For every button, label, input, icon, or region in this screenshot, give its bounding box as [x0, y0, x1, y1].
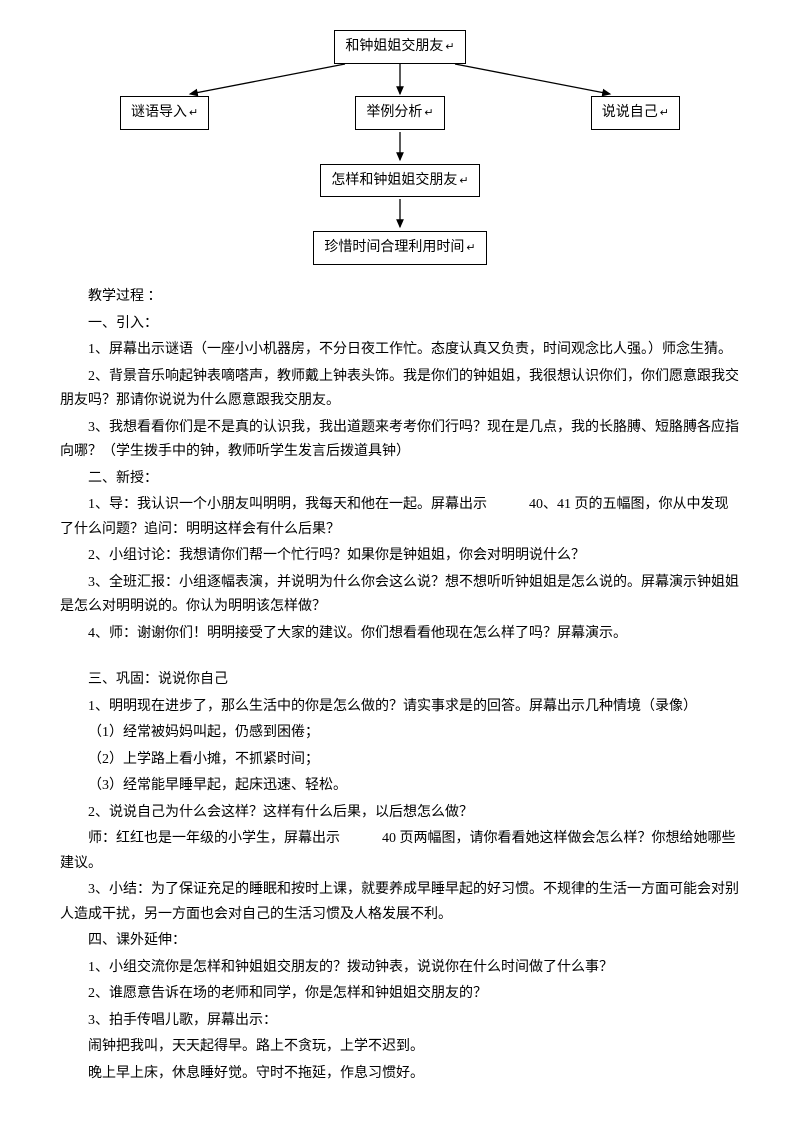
- paragraph: 二、新授：: [60, 467, 740, 492]
- return-mark: ↵: [424, 107, 433, 119]
- paragraph: 四、课外延伸：: [60, 929, 740, 954]
- paragraph: 晚上早上床，休息睡好觉。守时不拖延，作息习惯好。: [60, 1062, 740, 1087]
- return-mark: ↵: [660, 107, 669, 119]
- diagonal-arrows: [120, 64, 680, 96]
- flow-middle-box: 举例分析↵: [355, 96, 444, 130]
- flow-step4-text: 怎样和钟姐姐交朋友: [331, 173, 457, 188]
- flow-left-text: 谜语导入: [131, 105, 187, 120]
- flow-top-box: 和钟姐姐交朋友↵: [334, 30, 465, 64]
- return-mark: ↵: [445, 41, 454, 53]
- flow-right-box: 说说自己↵: [591, 96, 680, 130]
- paragraph: 1、小组交流你是怎样和钟姐姐交朋友的？拨动钟表，说说你在什么时间做了什么事？: [60, 956, 740, 981]
- flowchart: 和钟姐姐交朋友↵ 谜语导入↵ 举例分析↵ 说说自己↵ 怎样和钟姐姐: [120, 30, 680, 265]
- return-mark: ↵: [189, 107, 198, 119]
- flow-top-text: 和钟姐姐交朋友: [345, 39, 443, 54]
- return-mark: ↵: [459, 175, 468, 187]
- paragraph: 一、引入：: [60, 312, 740, 337]
- paragraph: 教学过程 ：: [60, 285, 740, 310]
- paragraph: 1、导：我认识一个小朋友叫明明，我每天和他在一起。屏幕出示 40、41 页的五幅…: [60, 493, 740, 542]
- document-body: 教学过程 ： 一、引入： 1、屏幕出示谜语（一座小小机器房，不分日夜工作忙。态度…: [60, 285, 740, 1086]
- flow-middle-text: 举例分析: [366, 105, 422, 120]
- paragraph: 闹钟把我叫，天天起得早。路上不贪玩，上学不迟到。: [60, 1035, 740, 1060]
- flow-step5-box: 珍惜时间合理利用时间↵: [313, 231, 486, 265]
- flow-step4-box: 怎样和钟姐姐交朋友↵: [320, 164, 479, 198]
- arrow-down-2: [120, 132, 680, 162]
- flow-step5-text: 珍惜时间合理利用时间: [324, 240, 464, 255]
- paragraph: 2、小组讨论：我想请你们帮一个忙行吗？如果你是钟姐姐，你会对明明说什么？: [60, 544, 740, 569]
- return-mark: ↵: [466, 242, 475, 254]
- paragraph: 1、明明现在进步了，那么生活中的你是怎么做的？请实事求是的回答。屏幕出示几种情境…: [60, 695, 740, 720]
- paragraph: （2）上学路上看小摊，不抓紧时间；: [60, 748, 740, 773]
- paragraph: （3）经常能早睡早起，起床迅速、轻松。: [60, 774, 740, 799]
- paragraph: 师：红红也是一年级的小学生，屏幕出示 40 页两幅图，请你看看她这样做会怎么样？…: [60, 827, 740, 876]
- arrow-down-3: [120, 199, 680, 229]
- paragraph: 3、我想看看你们是不是真的认识我，我出道题来考考你们行吗？现在是几点，我的长胳膊…: [60, 416, 740, 465]
- paragraph: 3、全班汇报：小组逐幅表演，并说明为什么你会这么说？想不想听听钟姐姐是怎么说的。…: [60, 571, 740, 620]
- paragraph: 2、说说自己为什么会这样？这样有什么后果，以后想怎么做？: [60, 801, 740, 826]
- paragraph: 三、巩固：说说你自己: [60, 668, 740, 693]
- paragraph: （1）经常被妈妈叫起，仍感到困倦；: [60, 721, 740, 746]
- paragraph: 1、屏幕出示谜语（一座小小机器房，不分日夜工作忙。态度认真又负责，时间观念比人强…: [60, 338, 740, 363]
- flow-left-box: 谜语导入↵: [120, 96, 209, 130]
- paragraph: 3、拍手传唱儿歌，屏幕出示：: [60, 1009, 740, 1034]
- paragraph: 2、谁愿意告诉在场的老师和同学，你是怎样和钟姐姐交朋友的？: [60, 982, 740, 1007]
- paragraph: 3、小结：为了保证充足的睡眠和按时上课，就要养成早睡早起的好习惯。不规律的生活一…: [60, 878, 740, 927]
- paragraph: 2、背景音乐响起钟表嘀嗒声，教师戴上钟表头饰。我是你们的钟姐姐，我很想认识你们，…: [60, 365, 740, 414]
- paragraph: 4、师：谢谢你们！明明接受了大家的建议。你们想看看他现在怎么样了吗？屏幕演示。: [60, 622, 740, 647]
- blank-line: [60, 648, 740, 668]
- flow-right-text: 说说自己: [602, 105, 658, 120]
